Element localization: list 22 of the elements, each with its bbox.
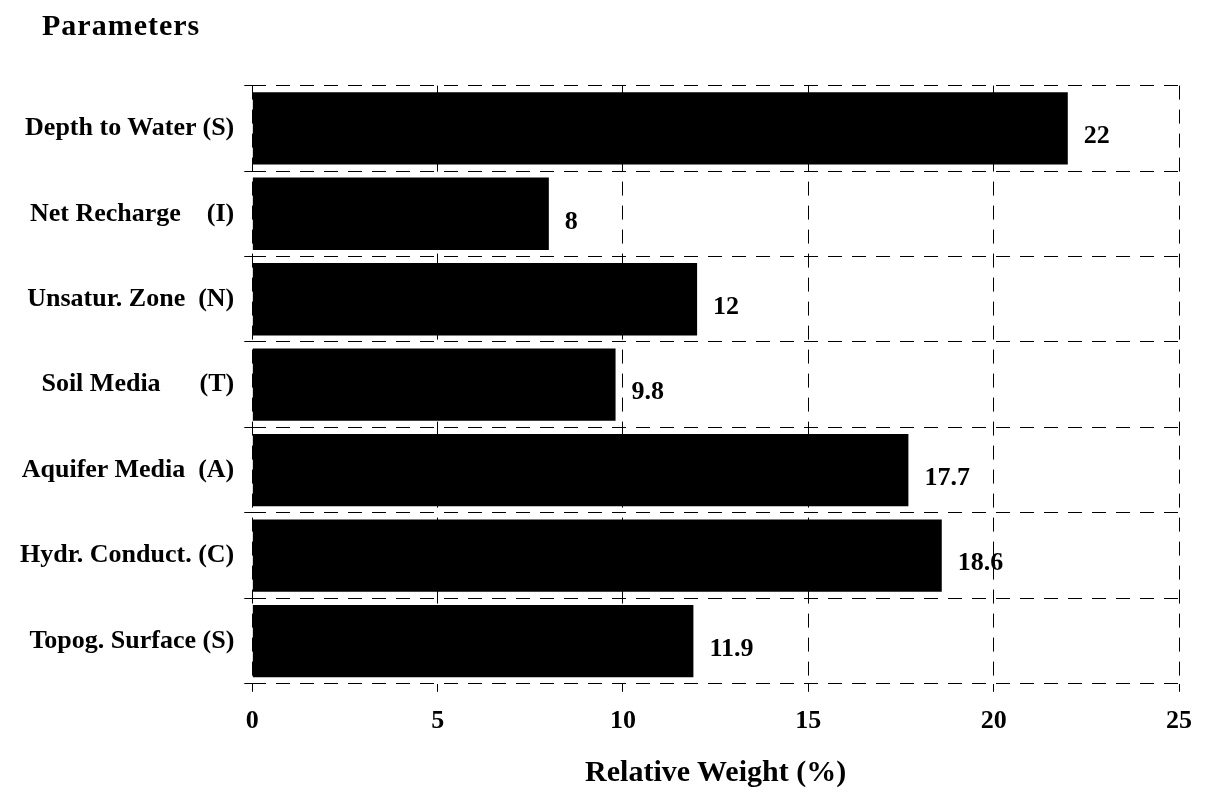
y-tick-label: Unsatur. Zone (N)	[27, 282, 235, 312]
x-tick-label: 0	[245, 705, 259, 735]
data-label: 22	[1083, 120, 1110, 150]
y-tick-label: Soil Media (T)	[41, 368, 235, 398]
x-tick-label: 20	[980, 705, 1007, 735]
x-tick-label: 15	[795, 705, 822, 735]
y-tick-label: Hydr. Conduct. (C)	[19, 539, 235, 569]
data-label: 9.8	[631, 376, 665, 406]
data-label: 8	[564, 205, 578, 235]
x-tick-label: 25	[1166, 705, 1192, 735]
data-label: 11.9	[709, 632, 754, 662]
x-tick-label: 5	[431, 705, 445, 735]
data-label: 12	[713, 290, 740, 320]
y-tick-label: Depth to Water (S)	[25, 112, 235, 142]
y-tick-label: Net Recharge (I)	[29, 197, 235, 227]
x-axis-title: Relative Weight (%)	[585, 753, 847, 788]
y-tick-label: Aquifer Media (A)	[21, 453, 235, 483]
y-tick-label: Topog. Surface (S)	[29, 624, 235, 654]
data-label: 17.7	[924, 461, 970, 491]
data-label: 18.6	[957, 547, 1004, 577]
x-tick-label: 10	[609, 705, 636, 735]
y-axis-title: Parameters	[42, 8, 201, 42]
